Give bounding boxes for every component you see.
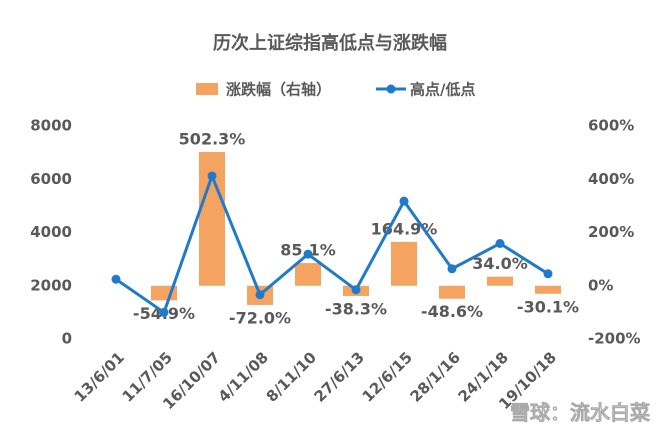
- bar: [391, 241, 417, 286]
- line: [115, 171, 549, 315]
- x-tick-label: 13/6/01: [71, 348, 128, 405]
- line-point: [543, 269, 553, 279]
- legend-swatch: [196, 83, 218, 95]
- y2-tick-label: 400%: [588, 170, 634, 188]
- line-point: [399, 196, 409, 206]
- x-tick-label: 4/11/08: [215, 348, 272, 405]
- y-tick-label: 0: [62, 330, 72, 348]
- y2-tick-label: -200%: [588, 330, 641, 348]
- x-tick-label: 8/11/10: [263, 348, 320, 405]
- x-tick-label: 12/6/15: [359, 348, 416, 405]
- y-tick-label: 6000: [30, 170, 72, 188]
- data-label: -72.0%: [229, 308, 291, 327]
- line-point: [447, 264, 457, 274]
- bar: [439, 285, 465, 299]
- bar: [295, 263, 321, 286]
- data-label: -38.3%: [325, 299, 387, 318]
- data-label: 502.3%: [179, 130, 246, 149]
- line-point: [207, 171, 217, 181]
- line-point: [255, 290, 265, 300]
- line-point: [495, 238, 505, 248]
- x-tick-label: 28/1/16: [407, 348, 464, 405]
- data-label: -30.1%: [517, 297, 579, 316]
- chart-title: 历次上证综指高低点与涨跌幅: [213, 32, 447, 54]
- data-label: -48.6%: [421, 302, 483, 321]
- y-tick-label: 8000: [30, 117, 72, 135]
- line-point: [351, 285, 361, 295]
- legend-label: 涨跌幅（右轴）: [226, 81, 331, 99]
- bar: [487, 276, 513, 286]
- y-tick-label: 4000: [30, 223, 72, 241]
- legend-label: 高点/低点: [410, 81, 475, 99]
- line-point: [111, 274, 121, 284]
- y2-tick-label: 0%: [588, 276, 613, 294]
- legend-swatch: [386, 84, 396, 94]
- bar: [535, 285, 561, 294]
- y-tick-label: 2000: [30, 276, 72, 294]
- y2-tick-label: 200%: [588, 223, 634, 241]
- x-tick-label: 27/6/13: [311, 348, 368, 405]
- line-point: [303, 249, 313, 259]
- y2-tick-label: 600%: [588, 117, 634, 135]
- watermark: 雪球：流水白菜: [510, 401, 650, 425]
- line-point: [159, 307, 169, 317]
- data-label: 34.0%: [472, 254, 528, 273]
